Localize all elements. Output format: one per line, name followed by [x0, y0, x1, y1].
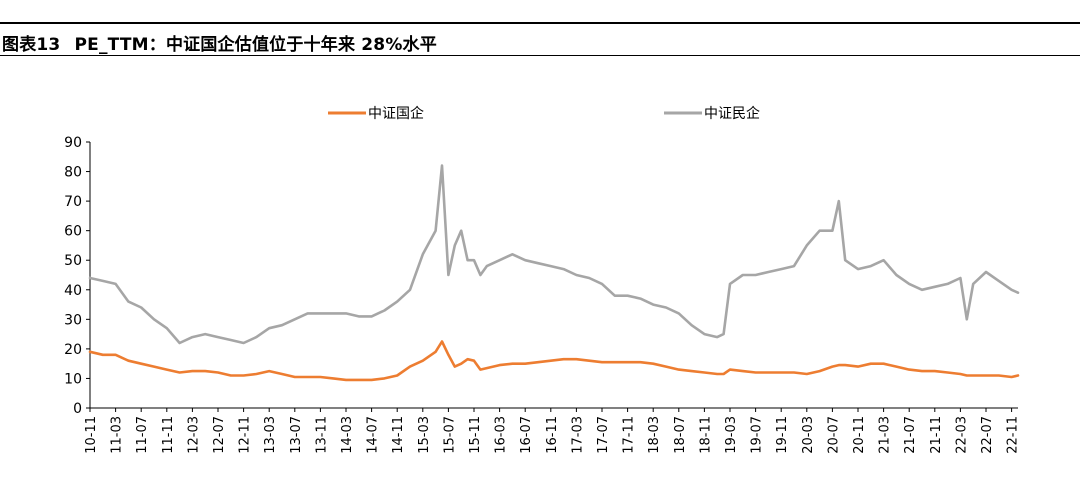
x-tick-label: 17-11: [622, 416, 637, 454]
y-tick-label: 70: [64, 194, 82, 210]
x-tick-label: 11-11: [161, 416, 176, 454]
x-tick-label: 16-03: [494, 416, 509, 454]
x-tick-label: 13-03: [263, 416, 278, 454]
x-tick-label: 21-11: [929, 416, 944, 454]
y-tick-label: 30: [64, 312, 82, 328]
figure-number: 图表13: [2, 35, 61, 55]
figure-title: 图表13 PE_TTM：中证国企估值位于十年来 28%水平: [2, 30, 437, 55]
y-tick-label: 90: [64, 135, 82, 151]
x-tick-label: 22-07: [980, 416, 995, 454]
x-tick-label: 19-03: [724, 416, 739, 454]
x-tick-label: 22-11: [1006, 416, 1021, 454]
x-tick-label: 22-03: [954, 416, 969, 454]
x-tick-label: 15-03: [417, 416, 432, 454]
chart-legend: 中证国企 中证民企: [328, 105, 760, 122]
series-line-private: [88, 164, 1020, 345]
series-line-soe: [88, 340, 1020, 382]
x-tick-label: 12-11: [238, 416, 253, 454]
y-tick-label: 80: [64, 165, 82, 181]
x-tick-label: 20-03: [801, 416, 816, 454]
y-tick-label: 20: [64, 342, 82, 358]
x-tick-label: 12-03: [186, 416, 201, 454]
x-tick-label: 15-07: [442, 416, 457, 454]
y-tick-label: 10: [64, 371, 82, 387]
x-tick-label: 20-11: [852, 416, 867, 454]
x-tick-label: 11-07: [135, 416, 150, 454]
x-tick-label: 10-11: [84, 416, 99, 454]
y-axis: 0 10 20 30 40 50 60 70 80 90: [64, 135, 91, 417]
x-tick-label: 19-11: [775, 416, 790, 454]
x-tick-label: 20-07: [826, 416, 841, 454]
figure-header: 图表13 PE_TTM：中证国企估值位于十年来 28%水平: [0, 22, 1080, 56]
x-tick-label: 12-07: [212, 416, 227, 454]
x-tick-label: 18-07: [673, 416, 688, 454]
x-tick-label: 11-03: [110, 416, 125, 454]
x-tick-label: 15-11: [468, 416, 483, 454]
series-layer: [88, 164, 1020, 382]
x-tick-label: 14-03: [340, 416, 355, 454]
figure-title-text: PE_TTM：中证国企估值位于十年来 28%水平: [74, 35, 437, 55]
x-tick-label: 21-07: [903, 416, 918, 454]
x-tick-label: 13-07: [289, 416, 304, 454]
x-axis: 10-11 11-03 11-07 11-11 12-03 12-07 12-11 13-03…: [84, 407, 1021, 454]
x-tick-label: 17-07: [596, 416, 611, 454]
x-tick-label: 17-03: [570, 416, 585, 454]
x-tick-label: 21-03: [878, 416, 893, 454]
x-tick-label: 14-07: [366, 416, 381, 454]
y-tick-label: 40: [64, 283, 82, 299]
x-tick-label: 16-07: [519, 416, 534, 454]
x-tick-label: 19-07: [750, 416, 765, 454]
x-tick-label: 13-11: [314, 416, 329, 454]
y-tick-label: 60: [64, 224, 82, 240]
x-tick-label: 18-03: [647, 416, 662, 454]
x-tick-label: 18-11: [698, 416, 713, 454]
y-tick-label: 0: [73, 401, 82, 417]
y-tick-label: 50: [64, 253, 82, 269]
legend-label: 中证国企: [368, 105, 424, 122]
legend-label: 中证民企: [704, 105, 760, 122]
x-tick-label: 16-11: [545, 416, 560, 454]
x-tick-label: 14-11: [391, 416, 406, 454]
